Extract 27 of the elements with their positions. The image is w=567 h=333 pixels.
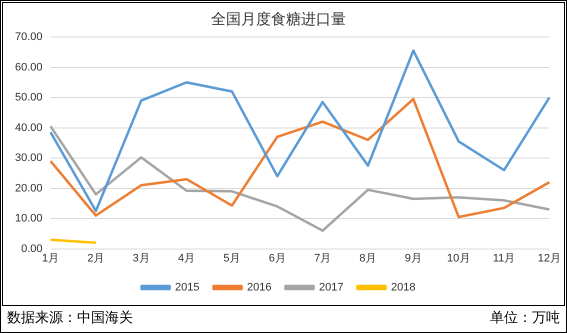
x-tick-label: 2月 <box>87 252 104 264</box>
legend-label: 2016 <box>247 282 272 294</box>
legend-label: 2015 <box>175 282 200 294</box>
y-tick-label: 70.00 <box>14 31 43 44</box>
legend-label: 2017 <box>319 282 344 294</box>
source-note: 数据来源：中国海关 <box>7 309 133 327</box>
y-tick-label: 20.00 <box>14 182 43 194</box>
y-tick-label: 30.00 <box>14 152 43 164</box>
x-tick-label: 10月 <box>447 252 470 264</box>
y-tick-label: 40.00 <box>14 122 43 134</box>
y-tick-label: 50.00 <box>14 92 43 104</box>
x-tick-label: 1月 <box>42 252 60 264</box>
x-tick-label: 5月 <box>223 252 240 264</box>
legend-label: 2018 <box>390 282 416 294</box>
y-tick-label: 0.00 <box>21 242 43 255</box>
x-tick-label: 11月 <box>492 252 516 264</box>
x-tick-label: 3月 <box>132 252 150 264</box>
y-tick-label: 60.00 <box>14 61 43 74</box>
text: 单位：万吨 <box>490 309 560 327</box>
x-tick-label: 8月 <box>359 252 377 264</box>
y-tick-label: 10.00 <box>14 212 43 225</box>
chart-title: 全国月度食糖进口量 <box>211 11 346 28</box>
x-tick-label: 6月 <box>268 252 286 264</box>
x-tick-label: 4月 <box>178 252 196 264</box>
x-tick-label: 9月 <box>404 252 422 264</box>
x-tick-label: 7月 <box>314 252 332 264</box>
x-tick-label: 12月 <box>538 252 562 264</box>
